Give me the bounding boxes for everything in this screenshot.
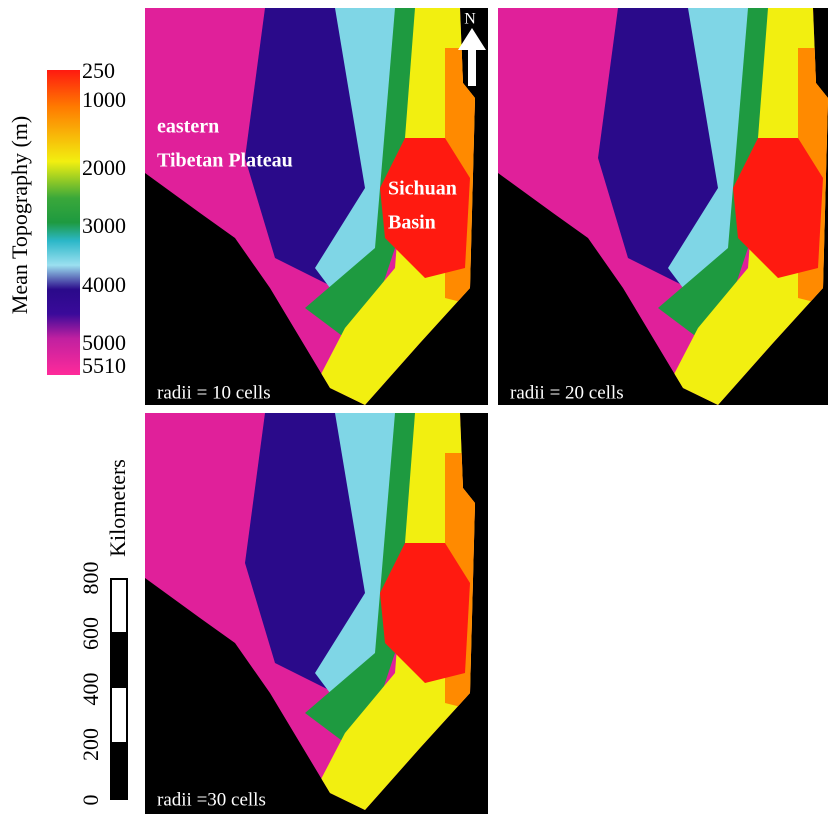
panel-1 <box>145 8 488 405</box>
colorbar <box>47 70 80 375</box>
region-label: Tibetan Plateau <box>157 150 293 172</box>
colorbar-label: 5510 <box>82 353 126 378</box>
region-label: Sichuan <box>388 178 457 200</box>
panel-label: radii = 20 cells <box>510 382 624 403</box>
scale-label: 600 <box>78 617 103 650</box>
colorbar-label: 250 <box>82 58 115 83</box>
panel-label: radii = 10 cells <box>157 382 271 403</box>
scale-bar <box>110 578 128 800</box>
region-label: Basin <box>388 212 436 234</box>
colorbar-label: 4000 <box>82 272 126 297</box>
scale-label: 400 <box>78 673 103 706</box>
panel-2 <box>498 8 828 405</box>
north-arrow: N <box>458 11 486 86</box>
panel-label: radii =30 cells <box>157 789 266 810</box>
scale-label: 0 <box>78 795 103 806</box>
colorbar-label: 1000 <box>82 87 126 112</box>
north-label: N <box>464 11 476 28</box>
panel-3 <box>145 413 488 814</box>
colorbar-label: 3000 <box>82 213 126 238</box>
colorbar-title: Mean Topography (m) <box>7 116 32 314</box>
scale-title: Kilometers <box>105 459 130 557</box>
scale-label: 800 <box>78 562 103 595</box>
scale-label: 200 <box>78 728 103 761</box>
region-label: eastern <box>157 116 219 138</box>
colorbar-label: 5000 <box>82 330 126 355</box>
colorbar-label: 2000 <box>82 155 126 180</box>
